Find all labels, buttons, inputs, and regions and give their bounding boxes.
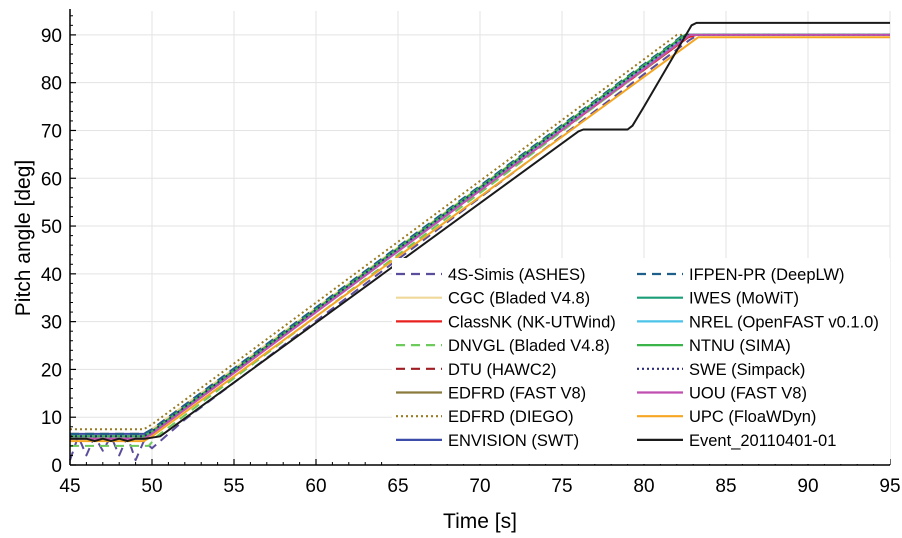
y-tick-label: 80 — [41, 74, 62, 95]
legend-label-10: NREL (OpenFAST v0.1.0) — [689, 313, 879, 331]
legend-label-9: IWES (MoWiT) — [689, 290, 799, 308]
legend-label-2: ClassNK (NK-UTWind) — [448, 313, 616, 331]
legend-label-0: 4S-Simis (ASHES) — [448, 266, 586, 284]
x-tick-label: 55 — [223, 476, 244, 497]
y-tick-label: 60 — [41, 169, 62, 190]
x-tick-label: 80 — [633, 476, 654, 497]
y-tick-label: 50 — [41, 217, 62, 238]
y-tick-label: 30 — [41, 313, 62, 334]
y-axis-label: Pitch angle [deg] — [12, 160, 35, 316]
y-tick-label: 20 — [41, 360, 62, 381]
legend-label-5: EDFRD (FAST V8) — [448, 385, 586, 403]
y-tick-label: 70 — [41, 121, 62, 142]
legend-box — [392, 258, 890, 464]
y-tick-label: 0 — [51, 456, 62, 477]
legend-label-6: EDFRD (DIEGO) — [448, 408, 574, 426]
x-tick-label: 45 — [59, 476, 80, 497]
x-tick-label: 65 — [387, 476, 408, 497]
legend-label-7: ENVISION (SWT) — [448, 432, 579, 450]
legend-label-8: IFPEN-PR (DeepLW) — [689, 266, 845, 284]
x-tick-label: 85 — [715, 476, 736, 497]
legend-label-4: DTU (HAWC2) — [448, 361, 556, 379]
axes: 45 50 55 60 65 70 75 80 85 90 95 0 10 20 30 40 50 60 70 80 9… — [41, 9, 901, 497]
x-tick-label: 90 — [797, 476, 818, 497]
y-tick-label: 90 — [41, 26, 62, 47]
legend-label-12: SWE (Simpack) — [689, 361, 805, 379]
x-tick-label: 60 — [305, 476, 326, 497]
legend-label-15: Event_20110401-01 — [689, 432, 836, 450]
x-tick-label: 70 — [469, 476, 490, 497]
x-tick-label: 95 — [879, 476, 900, 497]
x-axis-label: Time [s] — [443, 510, 517, 533]
legend-label-13: UOU (FAST V8) — [689, 385, 807, 403]
x-tick-label: 50 — [141, 476, 162, 497]
series-line-0 — [69, 33, 890, 462]
legend-label-1: CGC (Bladed V4.8) — [448, 290, 590, 308]
legend: 4S-Simis (ASHES) CGC (Bladed V4.8) ClassNK… — [392, 258, 890, 464]
y-tick-label: 10 — [41, 408, 62, 429]
x-tick-label: 75 — [551, 476, 572, 497]
legend-label-3: DNVGL (Bladed V4.8) — [448, 337, 610, 355]
series-line-15 — [70, 21, 890, 443]
series-lines — [69, 21, 890, 462]
y-tick-label: 40 — [41, 265, 62, 286]
legend-label-14: UPC (FloaWDyn) — [689, 408, 816, 426]
series-line-14 — [70, 36, 890, 443]
legend-label-11: NTNU (SIMA) — [689, 337, 791, 355]
